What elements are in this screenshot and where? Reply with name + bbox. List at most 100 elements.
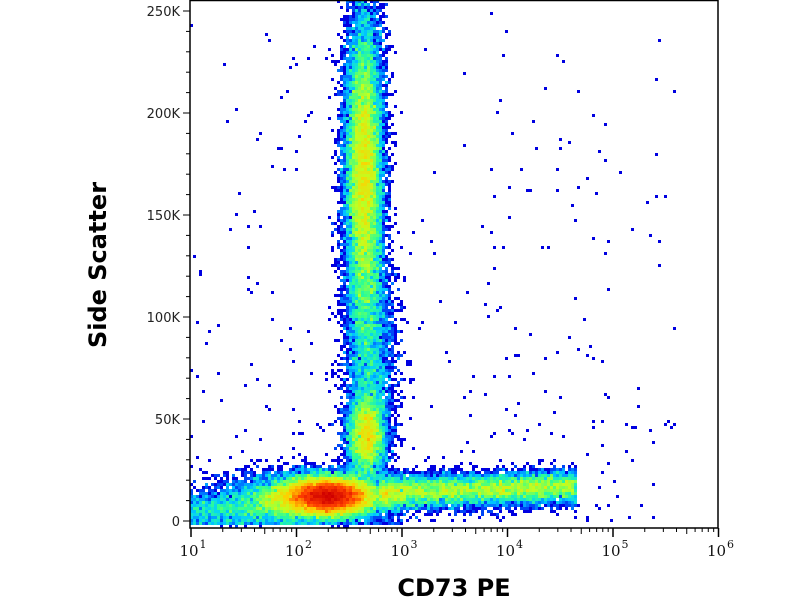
density-cell	[358, 414, 361, 417]
density-cell	[364, 144, 367, 147]
density-cell	[529, 480, 532, 483]
density-cell	[280, 477, 283, 480]
density-cell	[271, 291, 274, 294]
density-cell	[550, 471, 553, 474]
density-cell	[352, 411, 355, 414]
density-cell	[562, 480, 565, 483]
density-cell	[472, 498, 475, 501]
density-cell	[379, 405, 382, 408]
density-cell	[340, 93, 343, 96]
density-cell	[502, 465, 505, 468]
density-cell	[496, 492, 499, 495]
density-cell	[349, 48, 352, 51]
density-cell	[352, 501, 355, 504]
density-cell	[367, 270, 370, 273]
density-cell	[352, 225, 355, 228]
density-cell	[343, 465, 346, 468]
density-cell	[361, 60, 364, 63]
density-cell	[199, 519, 202, 522]
density-cell	[346, 267, 349, 270]
density-cell	[301, 480, 304, 483]
density-cell	[385, 474, 388, 477]
density-cell	[577, 90, 580, 93]
density-cell	[361, 483, 364, 486]
density-cell	[523, 492, 526, 495]
density-cell	[232, 501, 235, 504]
density-cell	[343, 207, 346, 210]
density-cell	[382, 30, 385, 33]
density-cell	[385, 336, 388, 339]
density-cell	[352, 30, 355, 33]
density-cell	[340, 105, 343, 108]
density-cell	[364, 327, 367, 330]
density-cell	[349, 489, 352, 492]
density-cell	[349, 75, 352, 78]
density-cell	[361, 159, 364, 162]
density-cell	[376, 75, 379, 78]
density-cell	[355, 462, 358, 465]
density-cell	[331, 501, 334, 504]
density-cell	[487, 282, 490, 285]
density-cell	[349, 477, 352, 480]
density-cell	[508, 477, 511, 480]
density-cell	[373, 39, 376, 42]
density-cell	[358, 501, 361, 504]
density-cell	[349, 234, 352, 237]
density-cell	[526, 429, 529, 432]
density-cell	[361, 360, 364, 363]
density-cell	[553, 465, 556, 468]
density-cell	[574, 504, 577, 507]
density-cell	[355, 342, 358, 345]
density-cell	[394, 453, 397, 456]
density-cell	[343, 345, 346, 348]
density-cell	[265, 33, 268, 36]
density-cell	[352, 189, 355, 192]
density-cell	[343, 318, 346, 321]
density-cell	[349, 453, 352, 456]
density-cell	[358, 120, 361, 123]
density-cell	[352, 426, 355, 429]
density-cell	[208, 495, 211, 498]
density-cell	[214, 513, 217, 516]
density-cell	[382, 420, 385, 423]
density-cell	[367, 273, 370, 276]
density-cell	[337, 216, 340, 219]
density-cell	[253, 477, 256, 480]
density-cell	[358, 96, 361, 99]
density-cell	[469, 498, 472, 501]
density-cell	[346, 69, 349, 72]
density-cell	[451, 504, 454, 507]
density-cell	[397, 483, 400, 486]
density-cell	[289, 483, 292, 486]
density-cell	[355, 447, 358, 450]
density-cell	[568, 465, 571, 468]
density-cell	[529, 501, 532, 504]
density-cell	[526, 489, 529, 492]
density-cell	[382, 435, 385, 438]
density-cell	[340, 57, 343, 60]
density-cell	[370, 174, 373, 177]
density-cell	[340, 273, 343, 276]
density-cell	[346, 465, 349, 468]
density-cell	[352, 69, 355, 72]
density-cell	[358, 153, 361, 156]
density-cell	[340, 318, 343, 321]
density-cell	[397, 357, 400, 360]
density-cell	[352, 192, 355, 195]
density-cell	[331, 369, 334, 372]
density-cell	[268, 474, 271, 477]
density-cell	[358, 189, 361, 192]
density-cell	[385, 276, 388, 279]
density-cell	[373, 357, 376, 360]
density-cell	[361, 480, 364, 483]
density-cell	[382, 372, 385, 375]
density-cell	[421, 321, 424, 324]
density-cell	[385, 447, 388, 450]
density-cell	[382, 324, 385, 327]
density-cell	[361, 378, 364, 381]
density-cell	[385, 456, 388, 459]
density-cell	[355, 54, 358, 57]
density-cell	[373, 336, 376, 339]
density-cell	[382, 246, 385, 249]
density-cell	[220, 504, 223, 507]
